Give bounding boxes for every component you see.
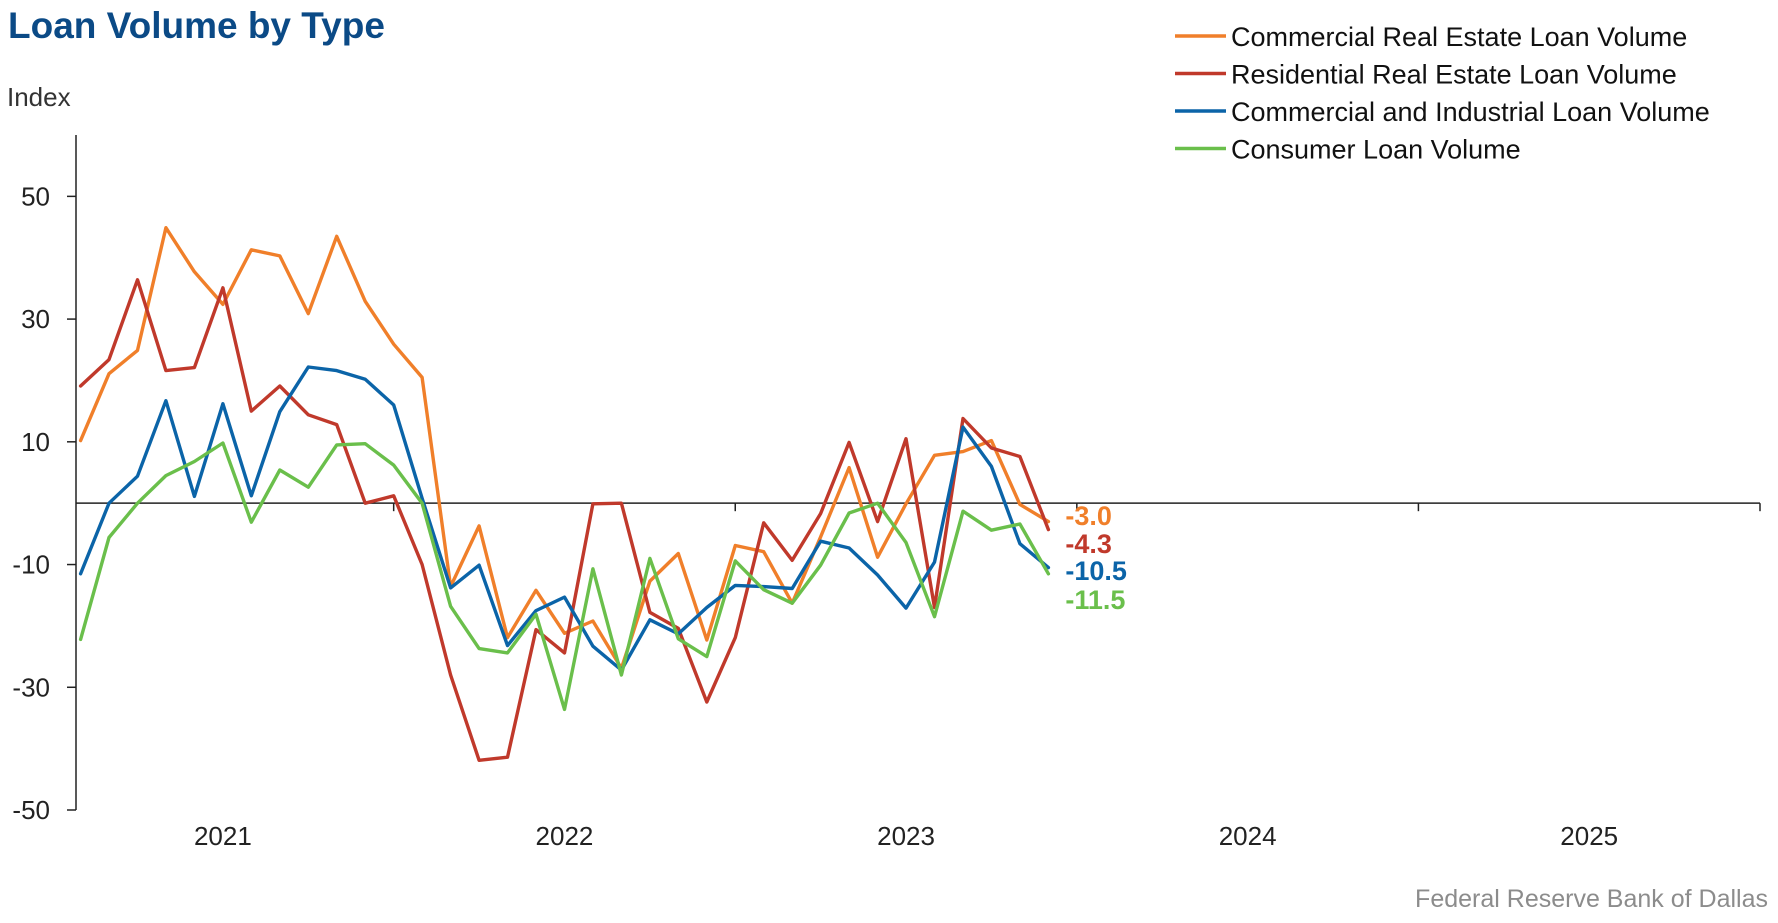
end-value-label: -10.5 bbox=[1065, 556, 1127, 586]
end-labels: -3.0-4.3-10.5-11.5 bbox=[1065, 501, 1127, 615]
legend-label: Commercial Real Estate Loan Volume bbox=[1231, 22, 1687, 52]
end-value-label: -11.5 bbox=[1065, 585, 1125, 615]
source-note: Federal Reserve Bank of Dallas bbox=[1415, 885, 1768, 913]
legend: Commercial Real Estate Loan Volume Reside… bbox=[1175, 22, 1710, 165]
y-tick-label: -10 bbox=[12, 550, 50, 580]
x-tick-label: 2024 bbox=[1219, 821, 1277, 851]
x-tick-label: 2022 bbox=[536, 821, 594, 851]
y-tick-label: 30 bbox=[21, 304, 50, 334]
legend-label: Commercial and Industrial Loan Volume bbox=[1231, 97, 1710, 127]
x-tick-label: 2023 bbox=[877, 821, 935, 851]
y-tick-label: -30 bbox=[12, 672, 50, 702]
legend-label: Residential Real Estate Loan Volume bbox=[1231, 60, 1677, 90]
x-tick-label: 2021 bbox=[194, 821, 252, 851]
x-tick-label: 2025 bbox=[1560, 821, 1618, 851]
series-line bbox=[78, 278, 1051, 762]
series-line bbox=[78, 441, 1051, 712]
series-line bbox=[78, 226, 1051, 670]
end-value-label: -3.0 bbox=[1065, 501, 1112, 531]
y-tick-label: -50 bbox=[12, 795, 50, 825]
chart-title: Loan Volume by Type bbox=[8, 5, 385, 46]
end-value-label: -4.3 bbox=[1065, 529, 1112, 559]
y-tick-label: 10 bbox=[21, 427, 50, 457]
y-axis-label: Index bbox=[7, 82, 71, 112]
y-tick-label: 50 bbox=[21, 181, 50, 211]
legend-label: Consumer Loan Volume bbox=[1231, 135, 1521, 165]
series-line bbox=[78, 365, 1051, 672]
series-lines bbox=[78, 226, 1051, 762]
